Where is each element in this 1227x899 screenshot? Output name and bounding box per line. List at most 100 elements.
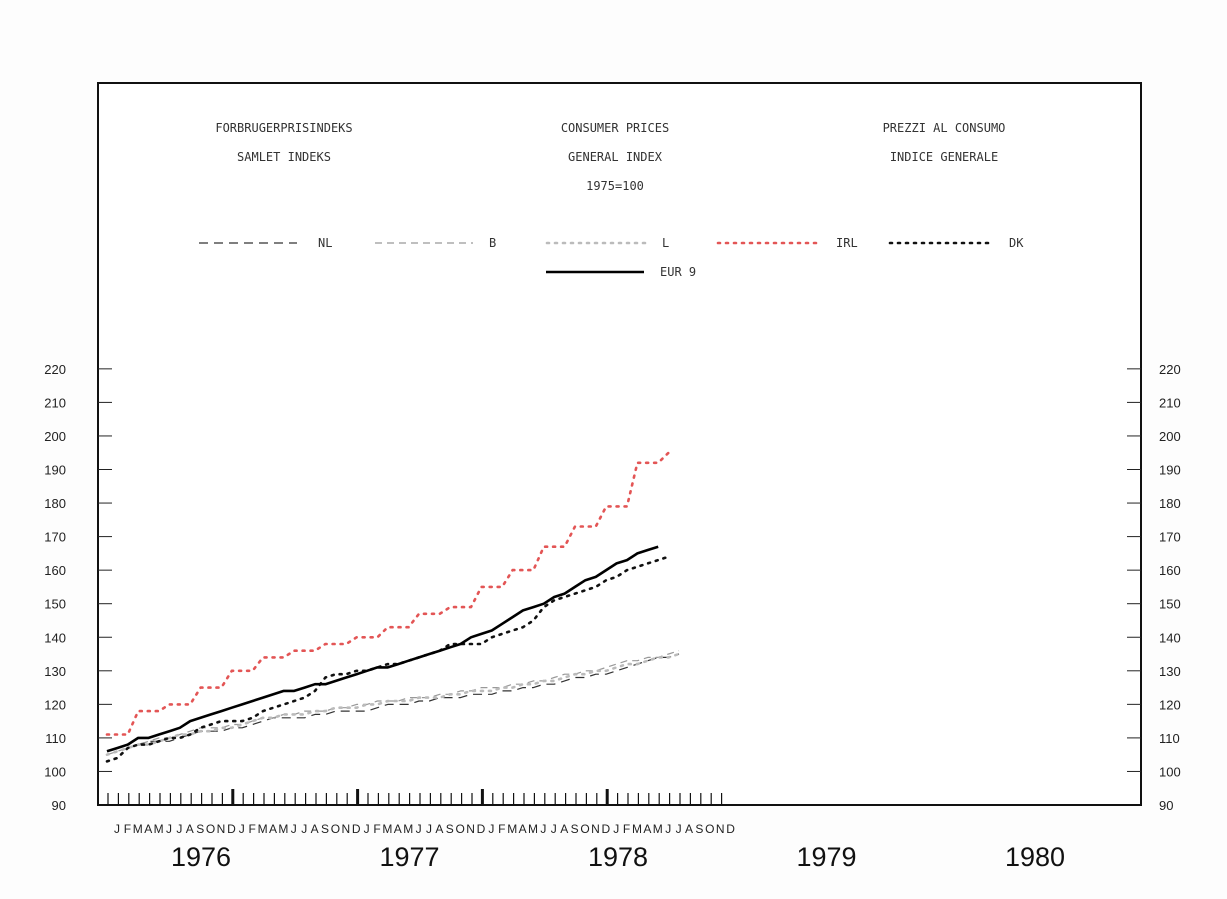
- y-tick-label-left: 90: [52, 798, 66, 813]
- month-label: J: [239, 822, 245, 836]
- month-label: A: [560, 822, 568, 836]
- y-tick-label-left: 110: [45, 731, 66, 746]
- year-label: 1976: [171, 842, 231, 872]
- month-label: D: [601, 822, 610, 836]
- header-italian-line1: PREZZI AL CONSUMO: [883, 121, 1006, 135]
- y-tick-label-right: 130: [1159, 664, 1181, 679]
- legend-label-eur-9: EUR 9: [660, 265, 696, 279]
- month-label: M: [133, 822, 143, 836]
- y-tick-label-right: 210: [1159, 395, 1181, 410]
- month-label: A: [685, 822, 693, 836]
- header-italian-line2: INDICE GENERALE: [890, 150, 998, 164]
- month-label: S: [571, 822, 579, 836]
- month-label: J: [665, 822, 671, 836]
- month-label: F: [249, 822, 256, 836]
- series-layer: [105, 451, 681, 763]
- month-label: M: [154, 822, 164, 836]
- month-label: J: [301, 822, 307, 836]
- axes: 90 90 100 100 110 110 120 120 130 130 140 140 150 150…: [44, 362, 1180, 872]
- y-tick-label-left: 220: [44, 362, 66, 377]
- month-label: J: [426, 822, 432, 836]
- legend-label-irl: IRL: [836, 236, 858, 250]
- y-tick-label-right: 220: [1159, 362, 1181, 377]
- y-tick-label-right: 160: [1159, 563, 1181, 578]
- month-label: D: [352, 822, 361, 836]
- month-label: D: [227, 822, 236, 836]
- month-label: J: [176, 822, 182, 836]
- header-english-line2: GENERAL INDEX: [568, 150, 663, 164]
- month-label: M: [403, 822, 413, 836]
- month-label: O: [580, 822, 589, 836]
- month-label: J: [364, 822, 370, 836]
- y-tick-label-right: 90: [1159, 798, 1173, 813]
- series-line-irl: [105, 451, 670, 736]
- month-label: A: [643, 822, 651, 836]
- month-label: S: [446, 822, 454, 836]
- month-label: S: [695, 822, 703, 836]
- month-label: S: [321, 822, 329, 836]
- month-label: A: [311, 822, 319, 836]
- series-line-eur-9: [106, 545, 659, 753]
- chart-frame: [97, 82, 1142, 806]
- month-label: N: [716, 822, 725, 836]
- y-tick-label-left: 100: [44, 764, 66, 779]
- y-tick-label-left: 130: [44, 664, 66, 679]
- y-tick-label-right: 170: [1159, 530, 1181, 545]
- month-label: J: [166, 822, 172, 836]
- month-label: O: [705, 822, 714, 836]
- month-label: A: [186, 822, 194, 836]
- y-tick-label-left: 160: [44, 563, 66, 578]
- month-label: J: [114, 822, 120, 836]
- y-tick-label-left: 120: [44, 697, 66, 712]
- header-danish-line1: FORBRUGERPRISINDEKS: [215, 121, 352, 135]
- month-label: J: [676, 822, 682, 836]
- y-tick-label-right: 180: [1159, 496, 1181, 511]
- y-tick-label-right: 110: [1159, 731, 1180, 746]
- month-label: F: [373, 822, 380, 836]
- legend-label-dk: DK: [1009, 236, 1024, 250]
- month-label: J: [291, 822, 297, 836]
- legend-label-l: L: [662, 236, 669, 250]
- month-label: A: [435, 822, 443, 836]
- legend: NL B L IRL DK EUR 9: [199, 236, 1024, 279]
- month-label: M: [382, 822, 392, 836]
- year-label: 1977: [379, 842, 439, 872]
- legend-label-b: B: [489, 236, 496, 250]
- series-line-l: [105, 652, 681, 757]
- month-label: M: [528, 822, 538, 836]
- month-label: O: [206, 822, 215, 836]
- month-label: M: [653, 822, 663, 836]
- month-label: D: [477, 822, 486, 836]
- series-line-dk: [105, 555, 670, 763]
- month-label: F: [124, 822, 131, 836]
- month-label: N: [341, 822, 350, 836]
- month-label: J: [551, 822, 557, 836]
- year-label: 1979: [796, 842, 856, 872]
- month-label: N: [217, 822, 226, 836]
- month-label: O: [456, 822, 465, 836]
- y-tick-label-left: 200: [44, 429, 66, 444]
- month-label: O: [331, 822, 340, 836]
- y-tick-label-left: 170: [44, 530, 66, 545]
- month-label: M: [278, 822, 288, 836]
- month-label: J: [488, 822, 494, 836]
- month-label: F: [623, 822, 630, 836]
- y-tick-label-left: 180: [44, 496, 66, 511]
- y-tick-label-left: 150: [44, 597, 66, 612]
- y-tick-label-left: 140: [44, 630, 66, 645]
- y-tick-label-right: 190: [1159, 463, 1181, 478]
- month-label: N: [591, 822, 600, 836]
- y-tick-label-right: 200: [1159, 429, 1181, 444]
- year-label: 1978: [588, 842, 648, 872]
- month-label: A: [519, 822, 527, 836]
- month-label: F: [498, 822, 505, 836]
- header-danish-line2: SAMLET INDEKS: [237, 150, 331, 164]
- month-label: J: [416, 822, 422, 836]
- month-label: M: [632, 822, 642, 836]
- year-label: 1980: [1005, 842, 1065, 872]
- month-label: A: [144, 822, 152, 836]
- y-tick-label-left: 190: [44, 463, 66, 478]
- month-label: S: [196, 822, 204, 836]
- y-tick-label-left: 210: [44, 395, 66, 410]
